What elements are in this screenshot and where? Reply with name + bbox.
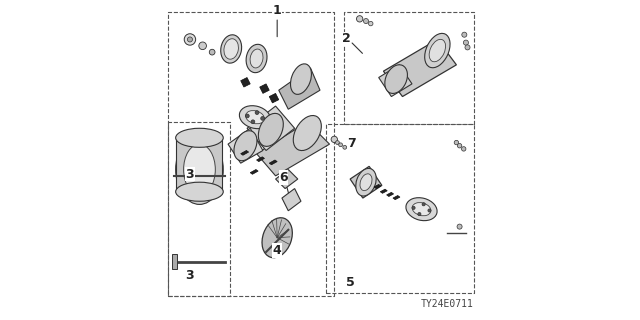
Ellipse shape bbox=[291, 64, 312, 94]
Polygon shape bbox=[393, 196, 400, 200]
Polygon shape bbox=[374, 184, 381, 188]
Polygon shape bbox=[282, 188, 301, 211]
Polygon shape bbox=[241, 77, 250, 87]
Circle shape bbox=[339, 143, 342, 147]
Ellipse shape bbox=[360, 174, 372, 191]
Bar bbox=[173, 253, 177, 269]
Ellipse shape bbox=[412, 203, 431, 216]
Polygon shape bbox=[241, 150, 248, 155]
Circle shape bbox=[255, 111, 259, 115]
Circle shape bbox=[457, 224, 462, 229]
Polygon shape bbox=[387, 192, 394, 196]
Circle shape bbox=[428, 209, 431, 212]
Polygon shape bbox=[269, 160, 277, 165]
Ellipse shape bbox=[406, 198, 437, 221]
Text: 3: 3 bbox=[186, 269, 195, 282]
Polygon shape bbox=[279, 68, 320, 109]
Polygon shape bbox=[228, 128, 263, 163]
Circle shape bbox=[331, 136, 337, 142]
Text: 3: 3 bbox=[186, 168, 195, 181]
Text: 6: 6 bbox=[279, 171, 288, 184]
Text: 4: 4 bbox=[273, 244, 282, 257]
Text: 1: 1 bbox=[273, 4, 282, 17]
Circle shape bbox=[343, 145, 347, 149]
Polygon shape bbox=[379, 65, 412, 97]
Polygon shape bbox=[269, 93, 279, 103]
Ellipse shape bbox=[246, 44, 267, 73]
Polygon shape bbox=[247, 106, 294, 150]
Ellipse shape bbox=[385, 65, 408, 93]
Text: TY24E0711: TY24E0711 bbox=[421, 299, 474, 309]
Circle shape bbox=[184, 34, 196, 45]
Ellipse shape bbox=[425, 33, 450, 68]
Polygon shape bbox=[380, 189, 387, 193]
Ellipse shape bbox=[184, 144, 215, 195]
Text: 7: 7 bbox=[348, 137, 356, 150]
Circle shape bbox=[412, 206, 415, 210]
Ellipse shape bbox=[175, 128, 223, 147]
Ellipse shape bbox=[262, 218, 292, 258]
Circle shape bbox=[335, 141, 339, 144]
Circle shape bbox=[422, 203, 425, 206]
Ellipse shape bbox=[239, 106, 271, 129]
Circle shape bbox=[188, 37, 193, 42]
Ellipse shape bbox=[429, 39, 445, 62]
Polygon shape bbox=[260, 84, 269, 93]
Polygon shape bbox=[257, 122, 330, 176]
Polygon shape bbox=[257, 157, 264, 162]
Ellipse shape bbox=[221, 35, 242, 63]
Circle shape bbox=[418, 212, 421, 216]
Polygon shape bbox=[350, 166, 382, 198]
Circle shape bbox=[260, 116, 264, 120]
Ellipse shape bbox=[356, 168, 376, 196]
Circle shape bbox=[369, 21, 373, 26]
Ellipse shape bbox=[259, 113, 284, 146]
Ellipse shape bbox=[234, 131, 257, 161]
Circle shape bbox=[462, 32, 467, 37]
Circle shape bbox=[364, 19, 369, 24]
Circle shape bbox=[356, 16, 363, 22]
Text: 5: 5 bbox=[346, 276, 355, 289]
Circle shape bbox=[461, 147, 466, 151]
Ellipse shape bbox=[250, 49, 263, 68]
Polygon shape bbox=[383, 39, 456, 97]
Circle shape bbox=[199, 42, 207, 50]
Ellipse shape bbox=[224, 39, 239, 59]
Circle shape bbox=[209, 49, 215, 55]
Polygon shape bbox=[175, 138, 221, 192]
Circle shape bbox=[245, 114, 249, 118]
Circle shape bbox=[251, 120, 255, 124]
Polygon shape bbox=[250, 170, 258, 174]
Circle shape bbox=[465, 45, 470, 50]
Ellipse shape bbox=[246, 111, 264, 124]
Ellipse shape bbox=[175, 135, 223, 204]
Ellipse shape bbox=[293, 116, 321, 150]
Circle shape bbox=[458, 143, 462, 148]
Ellipse shape bbox=[175, 182, 223, 201]
Circle shape bbox=[454, 140, 459, 145]
Polygon shape bbox=[276, 170, 298, 188]
Circle shape bbox=[463, 40, 468, 45]
Text: 2: 2 bbox=[342, 32, 350, 45]
